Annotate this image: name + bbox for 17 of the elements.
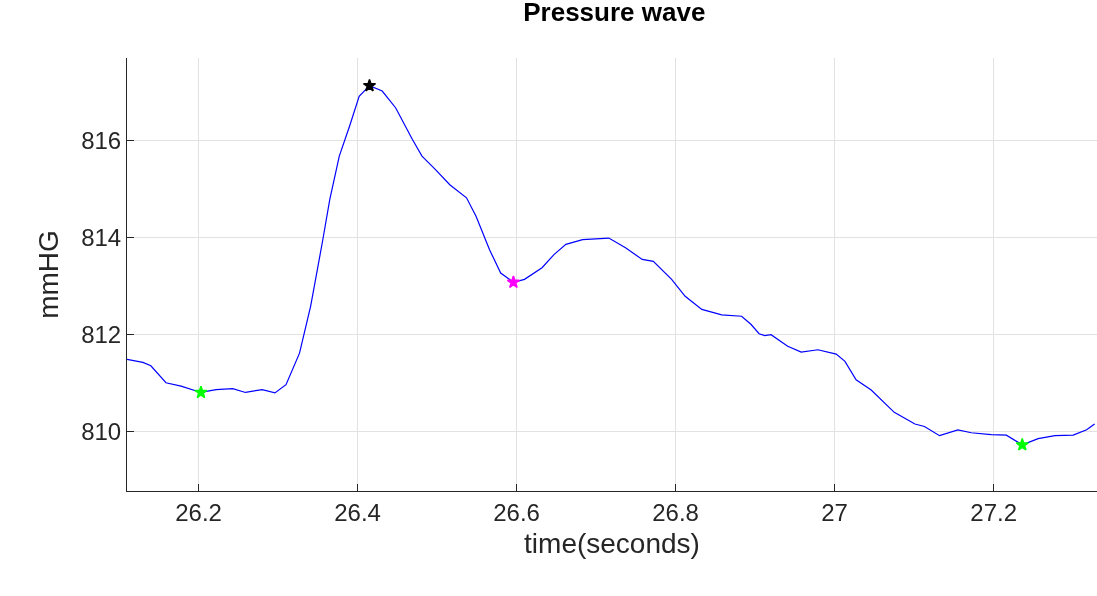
point — [1015, 437, 1029, 451]
x-tick-label: 26.2 — [175, 498, 222, 526]
point — [362, 78, 377, 92]
x-tick-label: 26.6 — [493, 498, 540, 526]
chart-title: Pressure wave — [523, 0, 706, 28]
y-tick-label: 814 — [81, 224, 122, 252]
y-axis-title: mmHG — [32, 230, 64, 319]
y-tick-label: 812 — [81, 321, 122, 349]
x-tick-label: 26.8 — [652, 498, 699, 526]
point — [506, 275, 521, 289]
y-tick-label: 810 — [81, 418, 122, 446]
x-tick-label: 27.2 — [970, 498, 1017, 526]
x-tick-label: 26.4 — [334, 498, 381, 526]
x-axis-title: time(seconds) — [524, 527, 700, 559]
point — [194, 385, 208, 399]
y-tick-label: 816 — [81, 126, 122, 154]
x-tick-label: 27 — [821, 498, 848, 526]
